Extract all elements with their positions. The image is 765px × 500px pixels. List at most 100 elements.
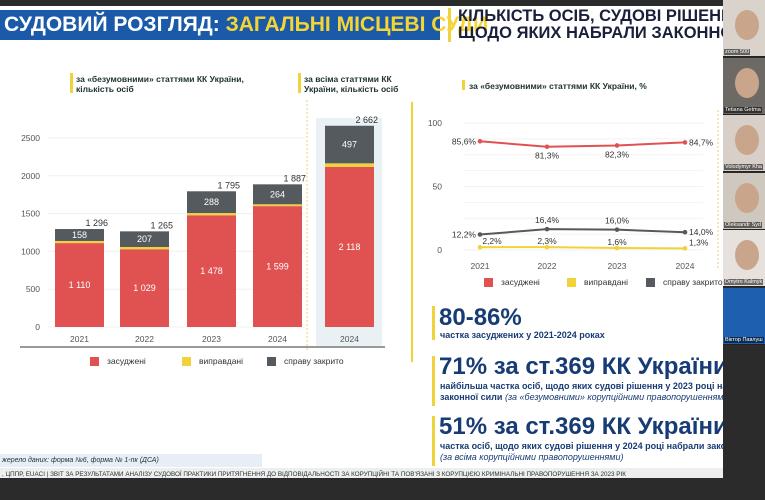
slide-footer: , ЦППР, EUACI | ЗВІТ ЗА РЕЗУЛЬТАТАМИ АНА… bbox=[0, 468, 723, 478]
participant-name: Volodymyr Kha bbox=[724, 164, 763, 170]
data-point bbox=[682, 140, 688, 145]
participant-name: Oleksandr Syd bbox=[724, 221, 763, 228]
participant-tile[interactable]: zoom 500 bbox=[723, 0, 765, 57]
fact-2-desc2: законної сили bbox=[440, 392, 503, 402]
fact-1-desc: частка засуджених у 2021-2024 роках bbox=[440, 330, 605, 340]
section-divider bbox=[411, 102, 413, 362]
data-label: 84,7% bbox=[689, 137, 714, 147]
data-point bbox=[682, 229, 688, 235]
subtitle-marker bbox=[462, 80, 465, 90]
bar-value-label: 1 110 bbox=[69, 280, 91, 290]
fact-3-value: 51% за ст.369 КК України bbox=[439, 413, 723, 440]
y-tick-label: 500 bbox=[26, 284, 40, 294]
y-tick-label: 50 bbox=[433, 182, 443, 192]
data-point bbox=[614, 143, 620, 148]
bar-value-label: 1 599 bbox=[266, 262, 289, 272]
data-label: 14,0% bbox=[689, 227, 714, 237]
x-tick-label: 2024 bbox=[676, 261, 695, 270]
fact-marker bbox=[432, 356, 435, 406]
y-tick-label: 0 bbox=[437, 245, 442, 255]
x-tick-label: 2024 bbox=[268, 334, 287, 344]
x-tick-label: 2022 bbox=[135, 334, 154, 344]
bar-acquitted bbox=[187, 213, 236, 216]
subtitle-marker bbox=[298, 73, 301, 93]
legend-acquitted: виправдані bbox=[199, 356, 244, 366]
bar-closed bbox=[325, 125, 374, 164]
legend-swatch-closed bbox=[267, 356, 276, 366]
participant-tile[interactable]: Dmytro Kalmyk bbox=[723, 230, 765, 287]
fact-marker bbox=[432, 306, 435, 340]
fact-2-value: 71% за ст.369 КК України bbox=[439, 353, 723, 380]
bar-value-label: 1 478 bbox=[200, 266, 223, 276]
bar-subtitle-left: за «безумовними» статтями КК України, кі… bbox=[76, 74, 244, 94]
bar-total-label: 1 296 bbox=[85, 218, 108, 228]
bar-closed bbox=[187, 191, 236, 214]
y-tick-label: 100 bbox=[428, 118, 442, 128]
y-tick-label: 1000 bbox=[21, 246, 40, 256]
fact-2-note: (за «безумовними» корупційними правопору… bbox=[504, 392, 723, 402]
data-point bbox=[682, 246, 688, 251]
slide-title: СУДОВИЙ РОЗГЛЯД: ЗАГАЛЬНІ МІСЦЕВІ СУДИ bbox=[0, 10, 488, 40]
x-tick-label: 2024 bbox=[340, 334, 359, 344]
line-chart: 0 50 100 2021 2022 2023 2024 85,6% 81,3% 82,3% 84,… bbox=[428, 110, 719, 270]
y-tick-label: 2000 bbox=[21, 171, 40, 181]
legend-swatch-acquitted bbox=[182, 356, 191, 366]
legend-swatch-closed bbox=[646, 277, 655, 287]
bar-convicted bbox=[120, 249, 169, 327]
data-label: 81,3% bbox=[535, 151, 560, 161]
participant-tile[interactable]: Віктор Павлуш bbox=[723, 287, 765, 345]
participants-panel: zoom 500 Tetiana Getmа Volodymyr Kha Oleksa… bbox=[723, 0, 765, 345]
participant-video bbox=[735, 182, 759, 213]
bar-value-label: 158 bbox=[72, 230, 87, 240]
legend-convicted: засуджені bbox=[107, 356, 146, 366]
participant-tile[interactable]: Tetiana Getmа bbox=[723, 57, 765, 115]
participant-tile[interactable]: Volodymyr Kha bbox=[723, 115, 765, 172]
participant-tile[interactable]: Oleksandr Syd bbox=[723, 172, 765, 230]
data-point bbox=[544, 144, 550, 150]
bar-chart: 0 500 1000 1500 2000 2500 1 110 158 1 296 2021 1 0… bbox=[20, 100, 385, 350]
legend-swatch-acquitted bbox=[567, 277, 576, 287]
y-tick-label: 1500 bbox=[21, 209, 40, 219]
x-tick-label: 2023 bbox=[202, 334, 221, 344]
bar-legend: засуджені виправдані справу закрито bbox=[90, 356, 344, 366]
bar-subtitle-right: за всіма статтями КК України, кількість … bbox=[304, 74, 399, 94]
participant-video bbox=[735, 67, 759, 98]
series-line bbox=[479, 140, 686, 148]
subtitle-marker bbox=[70, 73, 73, 93]
data-point bbox=[544, 244, 550, 250]
fact-1-value: 80-86% bbox=[439, 304, 522, 331]
fact-2-desc: найбільша частка осіб, щодо яких судові … bbox=[440, 381, 723, 391]
legend-closed: справу закрито bbox=[663, 277, 723, 287]
right-title-line2: ЩОДО ЯКИХ НАБРАЛИ ЗАКОННОЇ bbox=[458, 24, 723, 42]
y-tick-label: 0 bbox=[35, 322, 40, 332]
title-part1: СУДОВИЙ РОЗГЛЯД: bbox=[4, 13, 226, 36]
participant-name: Віктор Павлуш bbox=[724, 336, 764, 343]
data-label: 82,3% bbox=[605, 149, 630, 159]
bar-convicted bbox=[55, 243, 104, 327]
bar-value-label: 288 bbox=[204, 197, 219, 207]
x-tick-label: 2021 bbox=[471, 261, 490, 270]
bar-total-label: 2 662 bbox=[355, 115, 378, 125]
bar-value-label: 207 bbox=[137, 234, 152, 244]
bar-convicted bbox=[325, 166, 374, 327]
data-label: 12,2% bbox=[452, 230, 477, 240]
participant-video bbox=[735, 125, 759, 155]
data-label: 2,2% bbox=[482, 236, 502, 246]
data-label: 1,3% bbox=[689, 237, 709, 247]
data-label: 16,0% bbox=[605, 216, 630, 226]
bar-acquitted bbox=[253, 204, 302, 207]
legend-convicted: засуджені bbox=[501, 277, 540, 287]
bar-total-label: 1 795 bbox=[217, 180, 240, 190]
data-label: 1,6% bbox=[607, 237, 627, 247]
data-point bbox=[477, 244, 483, 250]
series-line bbox=[479, 246, 686, 250]
participant-name: Tetiana Getmа bbox=[724, 106, 762, 113]
participant-video bbox=[735, 240, 759, 270]
legend-acquitted: виправдані bbox=[584, 277, 629, 287]
title-divider bbox=[448, 8, 451, 42]
bar-value-label: 497 bbox=[342, 140, 357, 150]
data-label: 2,3% bbox=[537, 236, 557, 246]
right-title-line1: КІЛЬКІСТЬ ОСІБ, СУДОВІ РІШЕННЯ bbox=[458, 7, 723, 25]
fact-3-desc: частка осіб, щодо яких судові рішення у … bbox=[440, 441, 723, 451]
bar-value-label: 1 029 bbox=[133, 283, 156, 293]
